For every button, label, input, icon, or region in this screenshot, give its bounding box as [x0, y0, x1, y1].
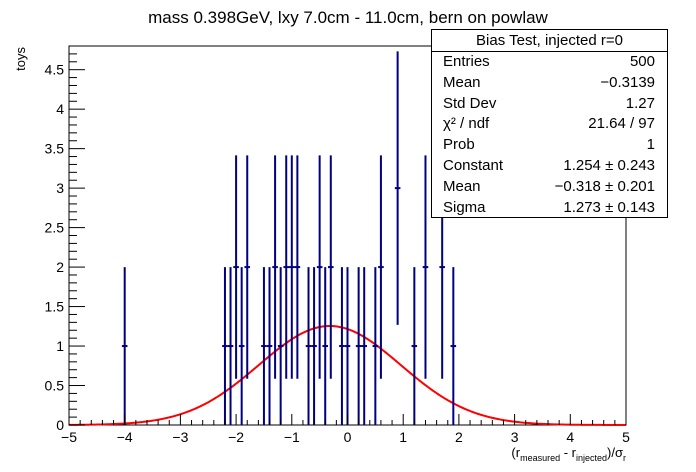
y-tick-label: 2.5	[45, 220, 65, 236]
data-point	[378, 155, 384, 379]
data-point	[316, 155, 323, 379]
stats-value: 1.27	[625, 94, 655, 112]
y-tick-label: 0.5	[45, 378, 65, 394]
data-point	[311, 267, 317, 425]
y-tick-label: 4	[56, 101, 64, 117]
stats-row-sigma: Sigma 1.273 ± 0.143	[432, 198, 667, 219]
y-tick-label: 3.5	[45, 141, 65, 157]
data-point	[450, 267, 457, 425]
stats-value: 1.254 ± 0.243	[563, 156, 655, 174]
x-tick-label: −1	[284, 429, 300, 445]
stats-value: 1.273 ± 0.143	[563, 198, 655, 216]
stats-value: 500	[629, 53, 655, 70]
stats-label: Entries	[443, 53, 490, 70]
stats-value: 21.64 / 97	[588, 115, 655, 133]
y-tick-label: 2	[56, 259, 64, 275]
stats-value: −0.318 ± 0.201	[554, 177, 655, 195]
chart-title: mass 0.398GeV, lxy 7.0cm - 11.0cm, bern …	[148, 8, 548, 27]
stats-row-std-dev: Std Dev 1.27	[432, 94, 667, 115]
x-tick-label: −3	[172, 429, 188, 445]
x-tick-label: 3	[511, 429, 519, 445]
stats-row-entries: Entries 500	[432, 52, 667, 73]
y-tick-label: 4.5	[45, 62, 65, 78]
stats-label: Mean	[443, 73, 481, 91]
x-tick-label: 0	[344, 429, 352, 445]
stats-label: Mean	[443, 177, 481, 195]
x-tick-label: 4	[566, 429, 574, 445]
stats-row-chi2: χ² / ndf 21.64 / 97	[432, 114, 667, 135]
data-point	[272, 155, 278, 379]
y-tick-label: 0	[56, 417, 64, 433]
y-tick-label: 3	[56, 180, 64, 196]
data-point	[305, 267, 312, 425]
data-point	[355, 267, 362, 425]
data-point	[361, 267, 367, 425]
x-tick-label: −4	[117, 429, 133, 445]
data-point	[344, 267, 351, 425]
data-point	[339, 267, 345, 425]
y-axis-label: toys	[13, 47, 28, 71]
data-point	[422, 155, 429, 379]
data-point	[372, 267, 379, 425]
data-point	[277, 267, 284, 425]
x-tick-label: 1	[399, 429, 407, 445]
data-point	[238, 267, 245, 425]
stats-label: Prob	[443, 136, 475, 154]
y-tick-label: 1	[56, 338, 64, 354]
data-point	[266, 267, 273, 425]
data-point	[283, 155, 290, 379]
stats-value: −0.3139	[600, 73, 655, 91]
stats-value: 1	[646, 136, 655, 154]
stats-row-prob: Prob 1	[432, 135, 667, 156]
data-point	[289, 155, 295, 379]
y-tick-label: 1.5	[45, 299, 65, 315]
x-tick-label: −2	[228, 429, 244, 445]
data-point	[394, 51, 401, 325]
x-tick-label: 2	[455, 429, 463, 445]
stats-row-mean: Mean −0.3139	[432, 73, 667, 94]
data-point	[328, 155, 334, 379]
x-tick-label: −5	[61, 429, 77, 445]
stats-label: χ² / ndf	[443, 115, 490, 133]
data-point	[233, 155, 239, 379]
x-axis-label: (rmeasured - rinjected)/σr	[511, 445, 626, 463]
data-point	[261, 267, 267, 425]
data-point	[294, 155, 301, 379]
x-tick-label: 5	[622, 429, 630, 445]
stats-row-fit-mean: Mean −0.318 ± 0.201	[432, 177, 667, 198]
stats-label: Constant	[443, 156, 504, 174]
data-point	[227, 267, 234, 425]
data-point	[244, 155, 251, 379]
data-point	[411, 267, 418, 425]
stats-box: Bias Test, injected r=0 Entries 500 Mean…	[431, 29, 668, 218]
stats-label: Std Dev	[443, 94, 497, 112]
stats-row-constant: Constant 1.254 ± 0.243	[432, 156, 667, 177]
stats-title: Bias Test, injected r=0	[432, 30, 667, 52]
data-point	[121, 267, 128, 425]
stats-label: Sigma	[443, 198, 486, 216]
data-point	[322, 267, 329, 425]
data-point	[222, 267, 228, 425]
